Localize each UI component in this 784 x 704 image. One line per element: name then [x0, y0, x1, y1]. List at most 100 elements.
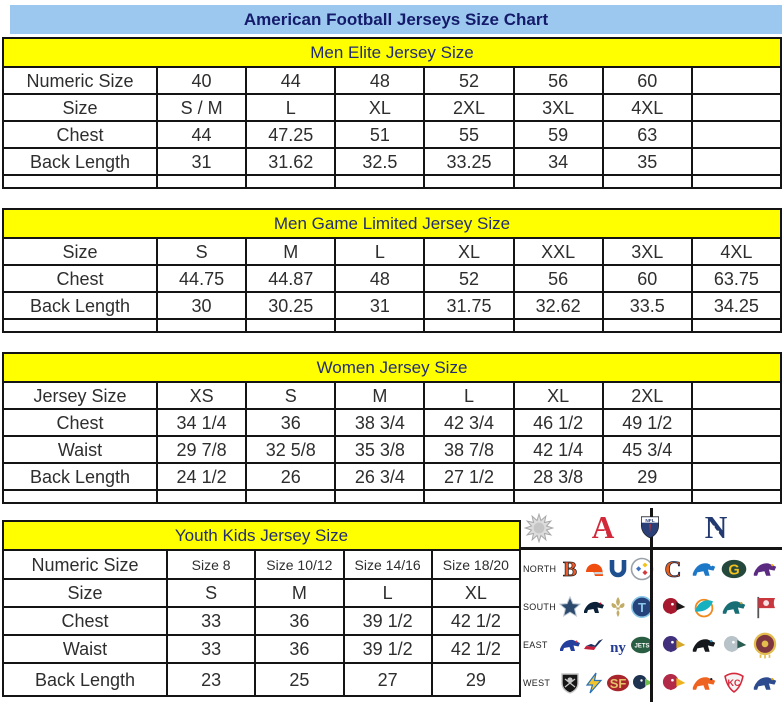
- row-label: Numeric Size: [26, 70, 134, 91]
- empty-cell: [156, 491, 245, 502]
- cell-value: 4XL: [601, 95, 691, 120]
- empty-cell: [601, 491, 691, 502]
- cell-value: 26: [245, 464, 334, 489]
- section-men-game-limited: Men Game Limited Jersey Size Size S M L XL XXL…: [2, 208, 782, 333]
- svg-text:A: A: [591, 513, 614, 543]
- cell-value: 32.5: [334, 149, 423, 174]
- cell-value: 39 1/2: [342, 636, 431, 662]
- cell-value: 2XL: [423, 95, 512, 120]
- starburst-icon: [521, 512, 555, 543]
- cardinals-logo: [660, 670, 687, 697]
- row-label: Back Length: [29, 151, 131, 172]
- cell-value: 33.5: [601, 293, 691, 318]
- svg-text:NFL: NFL: [645, 518, 654, 524]
- empty-cell: [245, 491, 334, 502]
- cell-value: 32.62: [512, 293, 602, 318]
- nfc-logo: N: [650, 513, 782, 543]
- division-label: WEST: [523, 678, 551, 688]
- table-row: Waist 29 7/8 32 5/8 35 3/8 38 7/8 42 1/4 45 3/…: [4, 435, 780, 462]
- row-label: Waist: [57, 439, 103, 460]
- empty-cell: [601, 176, 691, 187]
- table-row: Size S / M L XL 2XL 3XL 4XL: [4, 93, 780, 120]
- cell-value: 51: [334, 122, 423, 147]
- row-label: Waist: [62, 639, 108, 659]
- cell-value: 4XL: [690, 239, 780, 264]
- cell-value: 28 3/8: [512, 464, 602, 489]
- cell-value: 52: [423, 266, 512, 291]
- table-row: Size S M L XL: [4, 578, 519, 606]
- cell-value: 40: [156, 68, 245, 93]
- empty-cell: [245, 176, 334, 187]
- empty-strip: [4, 489, 780, 502]
- table-row: Back Length 24 1/2 26 26 3/4 27 1/2 28 3/8 29: [4, 462, 780, 489]
- cell-value: Size 10/12: [254, 551, 342, 578]
- row-label: Chest: [61, 611, 109, 631]
- texans-logo: [582, 595, 606, 619]
- empty-cell: [690, 176, 780, 187]
- falcons-logo: [660, 594, 687, 621]
- cell-value: XL: [423, 239, 512, 264]
- table-row: Jersey Size XS S M L XL 2XL: [4, 381, 780, 408]
- bills-logo: [558, 633, 582, 657]
- section-header-women: Women Jersey Size: [4, 354, 780, 381]
- nfl-shield-logo: NFL: [637, 513, 663, 541]
- cell-value: S / M: [156, 95, 245, 120]
- titans-logo: T: [630, 595, 654, 619]
- empty-cell: [4, 491, 156, 502]
- packers-logo: G: [721, 556, 748, 583]
- cell-value: 38 3/4: [334, 410, 423, 435]
- svg-text:N: N: [705, 513, 728, 543]
- bengals-logo: B: [558, 557, 582, 581]
- division-nfc-teams: [650, 632, 782, 659]
- division-label: EAST: [523, 640, 548, 650]
- eagles-logo: [721, 632, 748, 659]
- cell-value: 31.62: [245, 149, 334, 174]
- empty-cell: [690, 383, 780, 408]
- patriots-logo: [582, 633, 606, 657]
- cell-value: 39 1/2: [342, 608, 431, 634]
- logo-panel-header: A N NFL: [521, 508, 782, 550]
- panthers-logo: [690, 632, 717, 659]
- rams-logo: [752, 670, 779, 697]
- empty-cell: [423, 320, 512, 331]
- empty-cell: [690, 491, 780, 502]
- jaguars-logo: [721, 594, 748, 621]
- row-label: Chest: [56, 412, 104, 433]
- ravens-logo: [660, 632, 687, 659]
- cell-value: M: [245, 239, 334, 264]
- size-tables: Men Elite Jersey Size Numeric Size 40 44 48 5…: [2, 37, 782, 504]
- jets-logo: JETS: [630, 633, 654, 657]
- chiefs-logo: KC: [721, 670, 748, 697]
- cell-value: 52: [423, 68, 512, 93]
- cell-value: 34.25: [690, 293, 780, 318]
- row-label: Back Length: [34, 669, 136, 690]
- cell-value: 44: [156, 122, 245, 147]
- cell-value: 35 3/8: [334, 437, 423, 462]
- cell-value: 49 1/2: [601, 410, 691, 435]
- empty-cell: [601, 320, 691, 331]
- empty-cell: [512, 491, 602, 502]
- svg-text:C: C: [665, 557, 682, 583]
- cell-value: Size 8: [166, 551, 254, 578]
- cell-value: 33.25: [423, 149, 512, 174]
- cell-value: 42 1/4: [512, 437, 602, 462]
- empty-cell: [245, 320, 334, 331]
- cell-value: M: [334, 383, 423, 408]
- cell-value: 35: [601, 149, 691, 174]
- empty-cell: [690, 95, 780, 120]
- cell-value: 23: [166, 664, 254, 695]
- division-afc-teams: B: [555, 557, 654, 581]
- 49ers-logo: SF: [606, 671, 630, 695]
- vikings-logo: [752, 556, 779, 583]
- empty-cell: [334, 176, 423, 187]
- bottom-zone: Youth Kids Jersey Size Numeric Size Size 8…: [2, 508, 782, 702]
- cell-value: 31: [156, 149, 245, 174]
- cell-value: L: [334, 239, 423, 264]
- cell-value: 42 3/4: [423, 410, 512, 435]
- cell-value: 42 1/2: [430, 636, 519, 662]
- conference-divider: [650, 508, 653, 702]
- cell-value: L: [423, 383, 512, 408]
- cell-value: 56: [512, 68, 602, 93]
- nfl-teams-panel: A N NFL NORTH B C G SOUTH T EAST ny JETS WEST SF KC: [521, 508, 782, 702]
